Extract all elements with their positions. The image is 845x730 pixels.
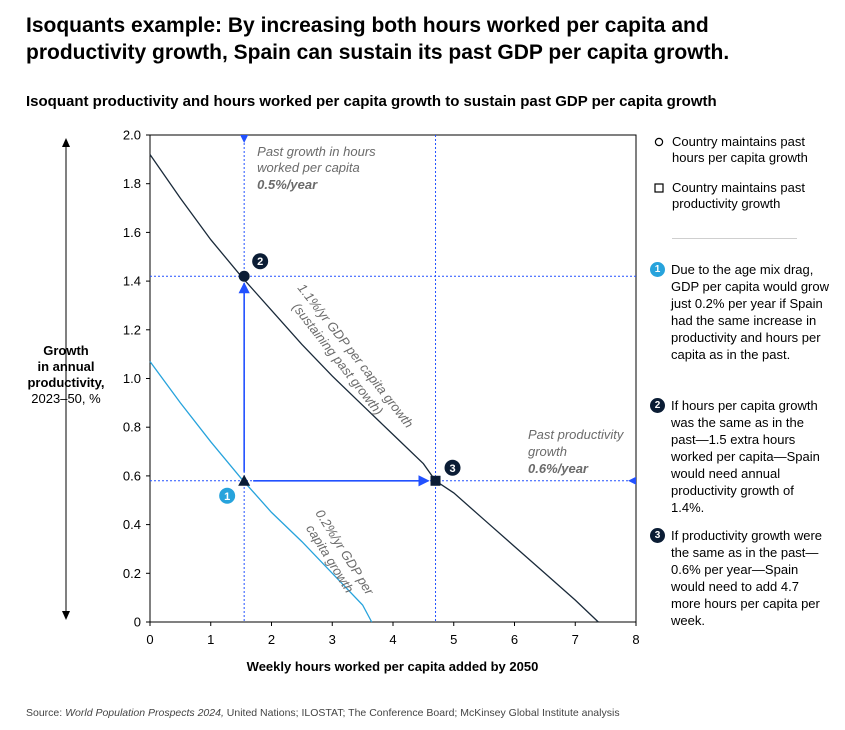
y-tick-label: 2.0 xyxy=(123,128,141,143)
legend-circle-label: Country maintains past hours per capita … xyxy=(672,134,808,165)
past-productivity-annotation-line1: Past productivity xyxy=(528,427,625,442)
y-tick-label: 0 xyxy=(134,615,141,630)
legend-divider xyxy=(672,238,797,239)
past-hours-edge-marker xyxy=(240,135,249,143)
x-tick-label: 0 xyxy=(146,632,153,647)
y-axis-label-line1: Growth xyxy=(43,343,89,358)
note-3-badge: 3 xyxy=(650,528,665,543)
circle-marker-icon xyxy=(654,137,664,147)
y-axis-label: Growth in annual productivity, 2023–50, … xyxy=(14,343,118,407)
isoquant-curve-1 xyxy=(149,154,599,623)
past-productivity-annotation-line2: growth xyxy=(528,444,567,459)
y-axis-label-line2: in annual xyxy=(37,359,95,374)
note-2: 2 If hours per capita growth was the sam… xyxy=(650,397,830,516)
past-productivity-edge-marker xyxy=(628,476,636,485)
point-1-badge-label: 1 xyxy=(224,491,230,503)
x-tick-label: 2 xyxy=(268,632,275,647)
y-tick-label: 0.2 xyxy=(123,566,141,581)
curve-1-label: 1.1%/yr GDP per capita growth(sustaining… xyxy=(289,281,417,431)
y-tick-label: 0.4 xyxy=(123,517,141,532)
chart-title: Isoquants example: By increasing both ho… xyxy=(26,14,730,64)
note-3: 3 If productivity growth were the same a… xyxy=(650,527,830,629)
isoquant-curve-2 xyxy=(149,361,373,623)
x-tick-label: 5 xyxy=(450,632,457,647)
past-hours-annotation-line2: worked per capita xyxy=(257,160,360,175)
past-productivity-annotation-line3: 0.6%/year xyxy=(528,461,589,476)
y-tick-label: 0.6 xyxy=(123,468,141,483)
y-tick-label: 1.0 xyxy=(123,371,141,386)
note-2-text: If hours per capita growth was the same … xyxy=(671,398,820,515)
y-axis-label-line3: productivity, xyxy=(27,375,105,390)
legend-circle: Country maintains past hours per capita … xyxy=(654,134,835,166)
source-italic: World Population Prospects 2024, xyxy=(65,707,224,719)
plot-area: 0 1 2 3 4 5 6 7 8 0 0.2 0.4 0.6 0.8 1.0 1.2 1.4 1.6 1.8 2.0… xyxy=(123,128,640,648)
y-axis-label-line4: 2023–50, % xyxy=(31,391,101,406)
point-2-circle xyxy=(238,270,250,282)
y-tick-label: 0.8 xyxy=(123,420,141,435)
legend-square: Country maintains past productivity grow… xyxy=(654,180,835,212)
point-2-badge-label: 2 xyxy=(257,256,263,268)
source-prefix: Source: xyxy=(26,707,66,719)
note-1-text: Due to the age mix drag, GDP per capita … xyxy=(671,262,830,362)
x-tick-label: 7 xyxy=(572,632,579,647)
source-note: Source: World Population Prospects 2024,… xyxy=(26,707,620,719)
note-1-badge: 1 xyxy=(650,262,665,277)
y-tick-label: 1.4 xyxy=(123,274,141,289)
x-axis-label: Weekly hours worked per capita added by … xyxy=(246,659,539,674)
note-3-text: If productivity growth were the same as … xyxy=(671,528,823,628)
x-tick-label: 3 xyxy=(329,632,336,647)
x-tick-label: 4 xyxy=(389,632,396,647)
curve-2-label-line1: 0.2%/yr GDP per xyxy=(312,507,377,598)
square-marker-icon xyxy=(654,183,664,193)
point-1-badge xyxy=(219,487,236,504)
y-tick-label: 1.2 xyxy=(123,322,141,337)
source-rest: United Nations; ILOSTAT; The Conference … xyxy=(223,707,620,719)
curve-1-label-line1: 1.1%/yr GDP per capita growth xyxy=(295,281,417,431)
point-3-badge-label: 3 xyxy=(449,463,455,475)
point-1-triangle xyxy=(238,474,251,486)
note-2-badge: 2 xyxy=(650,398,665,413)
point-2-badge xyxy=(252,253,269,270)
plot-frame xyxy=(149,134,637,623)
x-tick-label: 1 xyxy=(207,632,214,647)
y-tick-label: 1.8 xyxy=(123,176,141,191)
y-tick-label: 1.6 xyxy=(123,225,141,240)
x-tick-label: 6 xyxy=(511,632,518,647)
past-hours-annotation-line1: Past growth in hours xyxy=(257,144,376,159)
point-3-badge xyxy=(444,459,461,476)
x-tick-label: 8 xyxy=(632,632,639,647)
curve-1-label-line2: (sustaining past growth) xyxy=(289,300,386,418)
note-1: 1 Due to the age mix drag, GDP per capit… xyxy=(650,261,830,363)
point-3-square xyxy=(430,475,441,486)
curve-2-label-line2: capita growth xyxy=(303,522,357,596)
legend-square-label: Country maintains past productivity grow… xyxy=(672,180,805,211)
past-hours-annotation-line3: 0.5%/year xyxy=(257,177,318,192)
chart-subtitle: Isoquant productivity and hours worked p… xyxy=(26,93,717,110)
